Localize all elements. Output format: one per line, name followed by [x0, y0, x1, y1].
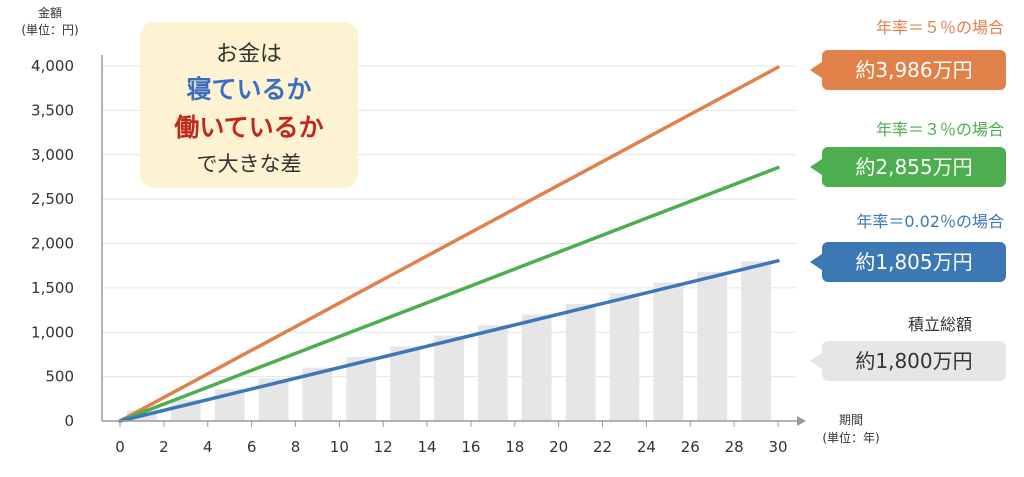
x-tick-label: 30: [768, 438, 787, 456]
x-tick-label: 8: [291, 438, 301, 456]
bar: [346, 357, 377, 421]
x-tick-label: 24: [637, 438, 656, 456]
bar: [653, 282, 684, 421]
x-tick-label: 12: [374, 438, 393, 456]
bar: [477, 325, 508, 421]
y-tick-label: 1,000: [31, 323, 74, 341]
bar: [697, 271, 728, 421]
series-line-1: [118, 165, 780, 423]
y-tick-label: 500: [45, 368, 74, 386]
badge-002pct: 約1,805万円: [810, 242, 1006, 282]
series-line-2: [118, 259, 780, 423]
callout-line-sleeping: 寝ているか: [186, 75, 312, 104]
callout-line-1: お金は: [215, 42, 282, 67]
x-tick-label: 16: [461, 438, 480, 456]
x-axis-title: 期間: [839, 413, 863, 427]
legend-label-5pct: 年率＝５％の場合: [875, 18, 1004, 37]
callout-line-4: で大きな差: [196, 152, 302, 176]
series-line-0: [118, 65, 780, 423]
bar: [390, 346, 421, 421]
y-tick-label: 2,500: [31, 190, 74, 208]
x-tick-label: 0: [115, 438, 125, 456]
y-tick-label: 1,500: [31, 279, 74, 297]
y-tick-label: 3,500: [31, 101, 74, 119]
y-tick-label: 4,000: [31, 57, 74, 75]
x-tick-label: 4: [203, 438, 213, 456]
legend-label-3pct: 年率＝３％の場合: [875, 120, 1004, 139]
x-tick-label: 28: [725, 438, 744, 456]
x-tick-label: 18: [505, 438, 524, 456]
x-axis-arrow-icon: [797, 416, 806, 426]
bar: [565, 303, 596, 421]
x-tick-label: 26: [681, 438, 700, 456]
axes: [101, 55, 806, 427]
bar: [521, 314, 552, 421]
badge-5pct: 約3,986万円: [810, 50, 1006, 90]
bar: [741, 261, 771, 421]
x-tick-labels: 0 2 4 6 8 10 12 14 16 18 20 22 24 26 28 30: [115, 438, 787, 456]
y-axis-title: 金額: [38, 5, 62, 20]
x-tick-label: 20: [549, 438, 568, 456]
y-tick-label: 0: [64, 412, 74, 430]
x-tick-label: 6: [247, 438, 257, 456]
bar: [434, 335, 464, 421]
legend-label-total: 積立総額: [907, 315, 972, 334]
callout-line-working: 働いているか: [174, 113, 324, 142]
x-tick-label: 2: [159, 438, 169, 456]
y-tick-labels: 0 500 1,000 1,500 2,000 2,500 3,000 3,500 4,000: [31, 57, 74, 430]
bar: [609, 293, 640, 421]
x-tick-label: 22: [593, 438, 612, 456]
y-axis-unit: (単位：円): [21, 22, 78, 37]
x-tick-label: 14: [418, 438, 437, 456]
message-callout: お金は 寝ているか 働いているか で大きな差: [140, 22, 358, 188]
y-tick-label: 3,000: [31, 146, 74, 164]
badge-total: 約1,800万円: [810, 341, 1006, 381]
x-tick-label: 10: [330, 438, 349, 456]
legend-label-002pct: 年率＝0.02％の場合: [856, 212, 1004, 231]
badge-3pct: 約2,855万円: [810, 147, 1006, 187]
line-series: [118, 65, 780, 423]
y-tick-label: 2,000: [31, 235, 74, 253]
x-axis-unit: (単位：年): [822, 430, 879, 445]
